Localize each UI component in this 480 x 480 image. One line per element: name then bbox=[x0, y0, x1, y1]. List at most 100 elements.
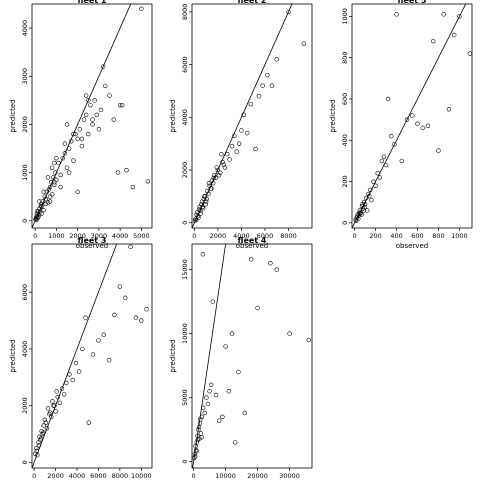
y-tick-label: 4000 bbox=[181, 109, 189, 126]
y-tick-label: 600 bbox=[341, 93, 349, 105]
data-point bbox=[41, 423, 46, 428]
x-tick-label: 5000 bbox=[133, 232, 150, 240]
data-point bbox=[196, 215, 201, 220]
data-point bbox=[55, 394, 60, 400]
data-point bbox=[45, 406, 51, 411]
plot-area bbox=[192, 244, 311, 468]
data-point bbox=[274, 267, 279, 272]
data-point bbox=[203, 199, 209, 204]
plot-area bbox=[32, 4, 150, 228]
plot-frame bbox=[351, 3, 473, 229]
y-tick-label: 2000 bbox=[21, 116, 29, 133]
data-point bbox=[199, 199, 205, 204]
data-point bbox=[210, 181, 216, 186]
data-point bbox=[368, 187, 373, 193]
data-point bbox=[362, 202, 368, 207]
plot-area bbox=[352, 4, 472, 228]
y-tick-label: 8000 bbox=[181, 4, 189, 21]
data-point bbox=[301, 41, 306, 46]
data-point bbox=[213, 175, 218, 181]
data-point bbox=[193, 454, 198, 459]
data-point bbox=[43, 420, 49, 425]
data-point bbox=[37, 199, 42, 204]
data-point bbox=[360, 202, 365, 207]
plot-area bbox=[192, 4, 306, 228]
data-point bbox=[51, 175, 56, 180]
data-point bbox=[367, 193, 372, 199]
data-point bbox=[220, 159, 225, 165]
data-point bbox=[268, 261, 273, 266]
y-axis-label: predicted bbox=[169, 339, 177, 372]
data-point bbox=[49, 192, 55, 197]
data-point bbox=[369, 197, 374, 203]
data-point bbox=[242, 410, 248, 416]
data-point bbox=[34, 448, 40, 454]
data-point bbox=[371, 179, 376, 184]
x-tick-label: 400 bbox=[390, 232, 402, 240]
y-tick-label: 400 bbox=[341, 134, 349, 146]
data-point bbox=[100, 64, 106, 69]
data-point bbox=[202, 194, 207, 199]
data-point bbox=[57, 400, 63, 405]
data-point bbox=[53, 170, 58, 175]
data-point bbox=[53, 409, 58, 414]
data-point bbox=[86, 98, 91, 103]
data-point bbox=[256, 94, 262, 99]
data-point bbox=[44, 426, 50, 431]
data-point bbox=[358, 211, 363, 216]
x-tick-label: 2000 bbox=[69, 232, 86, 240]
data-point bbox=[83, 315, 88, 320]
data-point bbox=[222, 165, 228, 170]
data-point bbox=[52, 403, 57, 408]
scatter-panel: fleet 2 0 2000 4000 6000 8000 0 2000 4000 6000 800… bbox=[169, 0, 313, 250]
data-point bbox=[75, 136, 80, 142]
data-point bbox=[209, 186, 214, 191]
x-tick-label: 2000 bbox=[210, 232, 227, 240]
scatter-panel: fleet 4 0 10000 20000 30000 0 5000 10000 15000 ob… bbox=[169, 236, 313, 480]
x-tick-label: 800 bbox=[432, 232, 444, 240]
panel-title: fleet 2 bbox=[238, 0, 267, 5]
data-point bbox=[90, 122, 95, 127]
data-point bbox=[56, 160, 61, 166]
x-axis-label: observed bbox=[76, 242, 108, 250]
data-point bbox=[216, 173, 222, 178]
data-point bbox=[451, 32, 457, 38]
data-point bbox=[219, 152, 224, 157]
x-tick-label: 200 bbox=[369, 232, 381, 240]
data-point bbox=[363, 195, 369, 201]
data-point bbox=[225, 152, 230, 157]
data-point bbox=[38, 436, 44, 441]
data-point bbox=[425, 123, 431, 129]
data-point bbox=[213, 392, 219, 398]
data-point bbox=[260, 83, 265, 88]
scatter-panel: fleet 5 0 200 400 600 800 1000 0 200 400 600 800 100… bbox=[329, 0, 473, 250]
reference-line bbox=[192, 4, 293, 228]
data-point bbox=[133, 315, 139, 320]
data-point bbox=[194, 449, 199, 454]
data-point bbox=[46, 187, 52, 192]
data-point bbox=[64, 165, 70, 170]
plot-frame bbox=[191, 3, 313, 229]
data-point bbox=[389, 133, 394, 139]
x-tick-label: 3000 bbox=[91, 232, 108, 240]
y-tick-label: 2000 bbox=[181, 162, 189, 179]
data-point bbox=[286, 9, 291, 15]
x-tick-label: 4000 bbox=[112, 232, 129, 240]
data-point bbox=[195, 437, 200, 443]
x-tick-label: 8000 bbox=[280, 232, 297, 240]
data-point bbox=[420, 125, 425, 131]
data-point bbox=[410, 113, 415, 118]
data-point bbox=[36, 440, 41, 445]
y-tick-label: 1000 bbox=[21, 164, 29, 181]
y-tick-label: 4000 bbox=[21, 20, 29, 37]
data-point bbox=[385, 96, 391, 102]
x-axis-label: observed bbox=[396, 242, 428, 250]
data-point bbox=[193, 217, 199, 223]
data-point bbox=[362, 205, 367, 210]
data-point bbox=[274, 57, 279, 62]
data-point bbox=[42, 417, 48, 422]
data-point bbox=[248, 101, 254, 107]
data-point bbox=[379, 158, 385, 164]
x-tick-label: 2000 bbox=[47, 472, 64, 480]
data-point bbox=[96, 338, 101, 343]
